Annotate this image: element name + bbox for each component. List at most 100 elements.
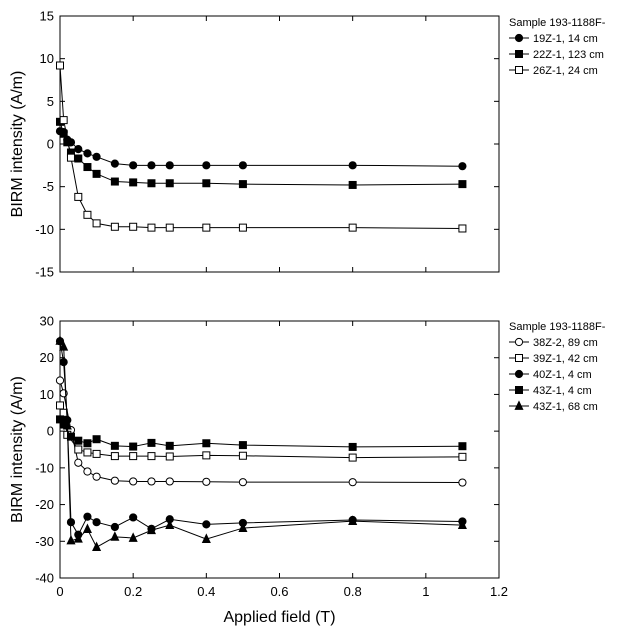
data-point-circle-filled [92,152,101,161]
data-point-triangle-filled [73,533,83,543]
legend: Sample 193-1188F- 38Z-2, 89 cm 39Z-1, 42 c… [509,321,606,413]
data-point-square-open [458,224,467,233]
legend: Sample 193-1188F- 19Z-1, 14 cm 22Z-1, 123 … [509,17,606,77]
y-tick-label: 30 [40,314,54,329]
legend-label: 38Z-2, 89 cm [533,337,598,349]
data-point-circle-open [74,458,83,467]
series-40z-1-4-cm [55,337,467,539]
data-point-square-open [202,223,211,232]
data-point-circle-filled [74,145,83,154]
data-point-triangle-filled [128,532,138,542]
data-point-circle-open [147,477,156,486]
data-point-square-open [165,452,174,461]
data-point-circle-open [348,478,357,487]
data-point-square-filled [83,439,92,448]
series-line [59,419,463,448]
data-point-square-open [202,451,211,460]
data-point-circle-open [110,476,119,485]
series-line [59,65,463,229]
legend-entry: 39Z-1, 42 cm [509,353,598,365]
data-point-square-open [147,452,156,461]
legend-label: 43Z-1, 68 cm [533,401,598,413]
data-point-circle-filled [129,161,138,170]
data-point-square-filled [348,180,357,189]
data-point-square-filled [92,169,101,178]
data-point-square-filled [129,178,138,187]
data-point-square-filled [147,438,156,447]
data-point-triangle-filled [55,335,65,345]
data-point-square-filled [238,180,247,189]
y-tick-label: 0 [47,137,54,152]
data-point-square-filled [92,435,101,444]
y-tick-label: -15 [35,265,54,280]
data-point-square-filled [458,180,467,189]
data-point-square-filled [238,441,247,450]
data-point-circle-open [83,467,92,476]
data-point-circle-open [129,477,138,486]
series-43z-1-4-cm [56,415,467,451]
x-tick-label: 0.8 [344,584,362,599]
data-point-square-filled [74,436,83,445]
y-tick-label: 5 [47,94,54,109]
data-point-square-filled [83,163,92,172]
y-tick-label: -30 [35,534,54,549]
y-tick-label: -10 [35,460,54,475]
data-point-circle-filled [92,518,101,527]
y-axis-label: BIRM intensity (A/m) [9,376,26,523]
legend-entry: 38Z-2, 89 cm [509,337,598,349]
y-tick-label: 10 [40,387,54,402]
series-26z-1-24-cm [56,61,467,233]
data-point-triangle-filled [238,522,248,532]
legend-label: 39Z-1, 42 cm [533,353,598,365]
series-line [59,341,463,536]
data-point-triangle-filled [82,523,92,534]
data-point-circle-filled [348,161,357,170]
data-point-square-open [348,223,357,232]
series-22z-1-123-cm [56,117,467,189]
data-point-circle-filled [83,512,92,521]
plot-frame [59,15,500,273]
legend-label: 22Z-1, 123 cm [533,49,604,61]
data-point-square-filled [147,179,156,188]
data-point-circle-open [92,472,101,481]
data-point-circle-filled [83,149,92,158]
series-39z-1-42-cm [56,401,467,462]
data-point-triangle-filled [165,519,175,530]
data-point-triangle-filled [201,533,211,543]
x-tick-label: 1 [422,584,429,599]
data-point-square-open [56,401,64,410]
data-point-square-filled [515,386,523,394]
data-point-square-open [83,448,92,457]
data-point-square-open [348,453,357,462]
x-axis-label: Applied field (T) [223,609,335,626]
data-point-square-open [129,452,138,461]
data-point-triangle-filled [110,531,120,541]
plot-frame [59,320,500,579]
data-point-square-filled [66,432,75,441]
data-point-circle-open [458,478,467,487]
legend-entry: 40Z-1, 4 cm [509,369,592,381]
y-tick-label: 20 [40,350,54,365]
data-point-triangle-filled [92,541,102,552]
data-point-square-open [74,192,83,201]
series-38z-2-89-cm [55,376,467,487]
y-tick-label: 0 [47,424,54,439]
legend-title: Sample 193-1188F- [509,17,606,29]
data-point-square-filled [110,441,119,450]
data-point-square-open [129,222,138,231]
series-19z-1-14-cm [55,127,467,171]
data-point-circle-filled [514,33,524,43]
data-point-square-filled [110,177,119,186]
legend-entry: 26Z-1, 24 cm [509,65,598,77]
data-point-square-open [59,408,68,417]
data-point-triangle-filled [66,534,76,545]
data-point-square-filled [59,129,68,138]
series-line [59,130,463,167]
y-tick-label: -20 [35,497,54,512]
data-point-square-filled [458,442,467,451]
data-point-square-open [458,452,467,461]
chart-panel-1: 15 10 5 0 -5 -10 -15 BIRM intensity (A/m) Sample… [9,9,606,280]
data-point-square-open [515,66,523,74]
x-tick-label: 1.2 [490,584,508,599]
